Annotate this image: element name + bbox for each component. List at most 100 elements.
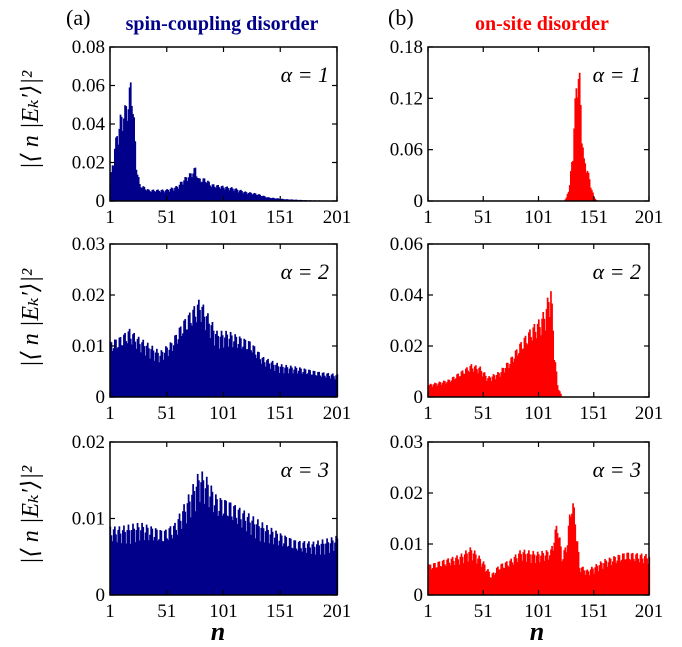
bar — [145, 345, 148, 397]
x-tick-label: 201 — [323, 403, 352, 424]
bar — [124, 332, 126, 397]
bar — [163, 192, 166, 201]
bar — [178, 184, 181, 201]
bar — [289, 199, 292, 201]
bar — [624, 559, 626, 595]
bar — [264, 197, 267, 201]
bar — [201, 471, 204, 595]
bar — [288, 537, 291, 595]
bar — [238, 190, 241, 201]
bar — [571, 513, 573, 595]
bar — [493, 574, 496, 595]
x-tick-label: 151 — [580, 403, 609, 424]
bar — [272, 364, 275, 397]
bar — [442, 380, 445, 397]
bar — [202, 178, 205, 201]
bar — [213, 345, 216, 397]
bar — [269, 368, 272, 397]
bar — [626, 552, 629, 595]
bar — [636, 553, 638, 595]
bar — [207, 180, 209, 201]
bar — [547, 559, 550, 595]
bar — [123, 334, 125, 397]
bar — [221, 185, 224, 201]
column-title-spin-coupling: spin-coupling disorder — [126, 13, 319, 35]
bar — [250, 350, 252, 397]
bar — [162, 541, 165, 595]
bar — [497, 566, 499, 595]
bar — [303, 368, 306, 397]
bar — [585, 570, 588, 595]
bar — [294, 366, 297, 397]
bar — [126, 120, 129, 201]
bar — [572, 503, 574, 595]
bar — [440, 566, 443, 595]
bar — [286, 546, 289, 595]
bar — [287, 199, 290, 201]
y-tick-label: 0 — [96, 585, 106, 606]
bar — [169, 188, 172, 201]
bar — [330, 374, 333, 397]
bar — [645, 553, 647, 595]
bar — [243, 510, 246, 595]
bar — [258, 194, 260, 201]
bar — [209, 185, 212, 201]
bar — [549, 316, 551, 397]
bar — [457, 373, 459, 397]
bar — [328, 552, 331, 595]
bar — [251, 194, 254, 201]
bar — [484, 375, 487, 397]
bar — [540, 555, 542, 595]
bar — [325, 543, 327, 595]
bar — [483, 372, 486, 397]
bar — [536, 323, 539, 397]
y-axis-label: |⟨ n |Eₖ′⟩|² — [18, 70, 44, 169]
bar — [500, 564, 503, 595]
bar — [152, 189, 155, 201]
bar — [588, 179, 591, 201]
bar — [182, 184, 184, 201]
bar — [462, 563, 465, 595]
bar — [127, 524, 130, 595]
bar — [192, 484, 195, 595]
bar — [576, 541, 579, 595]
bar — [487, 569, 489, 595]
bar — [297, 370, 300, 397]
bar — [120, 116, 123, 201]
bar — [509, 560, 511, 595]
bar — [199, 501, 201, 595]
bar — [498, 373, 500, 397]
x-tick-label: 101 — [209, 403, 238, 424]
bar — [537, 554, 540, 595]
bar — [143, 186, 146, 201]
bar — [220, 499, 223, 595]
bar — [183, 320, 185, 397]
bar — [469, 365, 472, 397]
bar — [457, 559, 459, 595]
bar — [262, 528, 265, 595]
bar — [522, 552, 525, 595]
bar — [175, 185, 177, 201]
bar — [244, 339, 247, 397]
bar — [254, 193, 257, 201]
bar — [447, 558, 450, 595]
bar — [218, 510, 221, 595]
bar — [230, 187, 233, 201]
bar — [480, 370, 483, 397]
bar — [115, 534, 117, 595]
bar — [331, 540, 334, 595]
bar — [546, 297, 549, 397]
bar — [472, 371, 475, 397]
bar — [254, 354, 257, 397]
bar — [216, 185, 218, 201]
bar — [450, 380, 453, 397]
bar — [631, 552, 634, 595]
bar — [541, 550, 543, 595]
bar — [157, 352, 159, 397]
bar — [545, 550, 548, 595]
bar — [446, 382, 448, 397]
bar — [210, 325, 213, 397]
bar — [321, 539, 324, 595]
bar — [486, 570, 488, 595]
